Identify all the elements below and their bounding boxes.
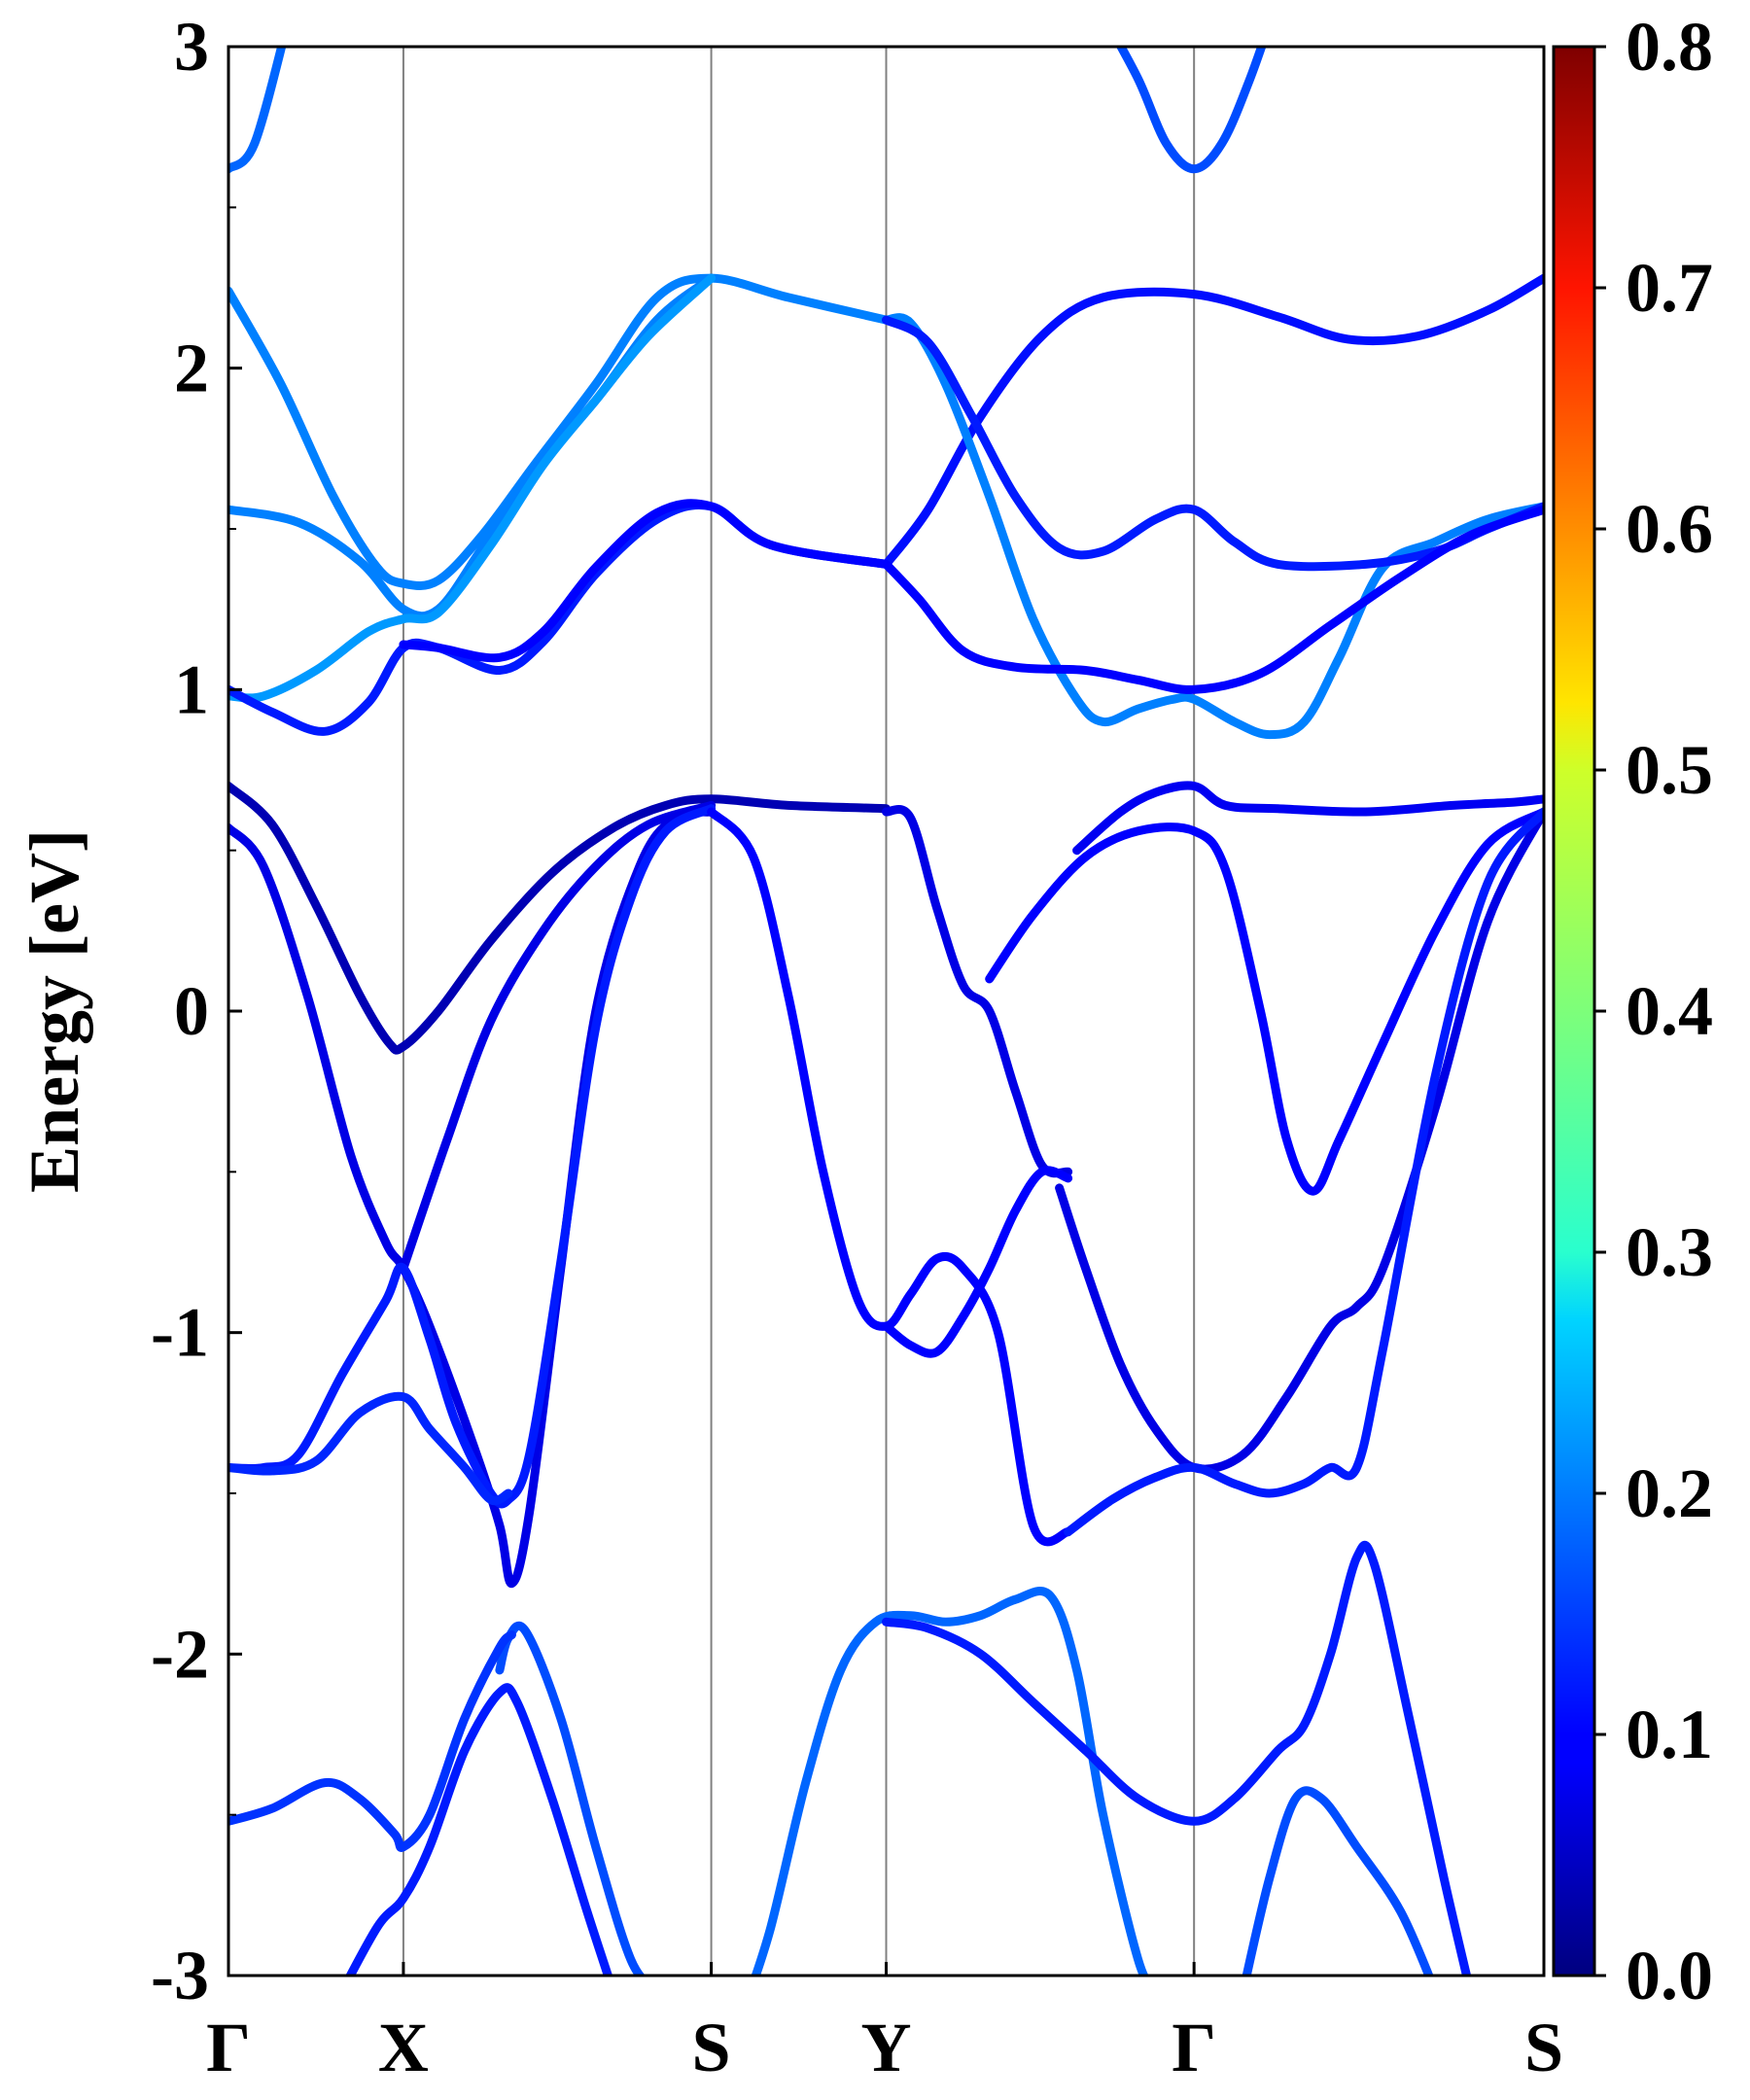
y-tick-label: 1 — [174, 650, 209, 728]
y-tick-label: -1 — [151, 1294, 209, 1372]
band-line — [1072, 781, 1544, 856]
kpoint-label: Γ — [206, 2009, 251, 2086]
band-line — [228, 1630, 516, 1852]
band-line — [228, 782, 891, 1055]
band-line — [399, 499, 891, 663]
kpoint-label: X — [378, 2009, 429, 2086]
colorbar-tick-label: 0.1 — [1626, 1696, 1713, 1773]
band-line — [399, 800, 717, 1273]
y-tick-label: 3 — [174, 8, 209, 86]
band-line — [751, 1587, 1149, 1976]
band-line — [228, 804, 717, 1509]
colorbar-tick-label: 0.4 — [1626, 972, 1713, 1050]
kpoint-label: Γ — [1172, 2009, 1216, 2086]
band-line — [495, 1621, 646, 1976]
band-line — [1115, 47, 1267, 174]
colorbar-tick-label: 0.3 — [1626, 1213, 1713, 1291]
band-line — [228, 1391, 513, 1506]
band-line — [882, 805, 1073, 1178]
band-line — [882, 1540, 1472, 1976]
kpoint-label: S — [1524, 2009, 1563, 2086]
band-line — [1055, 807, 1544, 1474]
kpoint-label: S — [692, 2009, 731, 2086]
band-lines — [228, 47, 1544, 1976]
band-line — [882, 313, 1544, 740]
band-line — [228, 273, 717, 621]
band-line — [707, 807, 1073, 1547]
band-line — [1064, 807, 1544, 1537]
high-symmetry-lines — [402, 47, 1196, 1976]
band-line — [345, 1683, 613, 1976]
colorbar-tick-label: 0.6 — [1626, 490, 1713, 568]
y-tick-label: -2 — [151, 1615, 209, 1693]
colorbar-tick-label: 0.8 — [1626, 8, 1713, 86]
y-tick-label: 0 — [174, 972, 209, 1050]
kpoint-label: Y — [861, 2009, 912, 2086]
y-tick-label: 2 — [174, 330, 209, 407]
y-tick-label: -3 — [151, 1937, 209, 2014]
band-line — [882, 1166, 1073, 1358]
colorbar-ticks: 0.0 0.1 0.2 0.3 0.4 0.5 0.6 0.7 0.8 — [1594, 8, 1713, 2014]
y-axis-ticks: -3 -2 -1 0 1 2 3 — [151, 8, 242, 2014]
band-line — [985, 807, 1544, 1196]
band-line — [228, 273, 717, 703]
colorbar-tick-label: 0.7 — [1626, 249, 1713, 327]
band-line — [882, 273, 1544, 569]
band-line — [882, 505, 1544, 694]
y-axis-title: Energy [eV] — [16, 829, 93, 1193]
band-line — [228, 47, 287, 174]
colorbar-tick-label: 0.5 — [1626, 731, 1713, 809]
colorbar-tick-label: 0.2 — [1626, 1454, 1713, 1532]
colorbar-tick-label: 0.0 — [1626, 1937, 1713, 2014]
band-line — [882, 315, 1544, 572]
band-line — [1242, 1786, 1434, 1976]
colorbar — [1552, 45, 1596, 1978]
